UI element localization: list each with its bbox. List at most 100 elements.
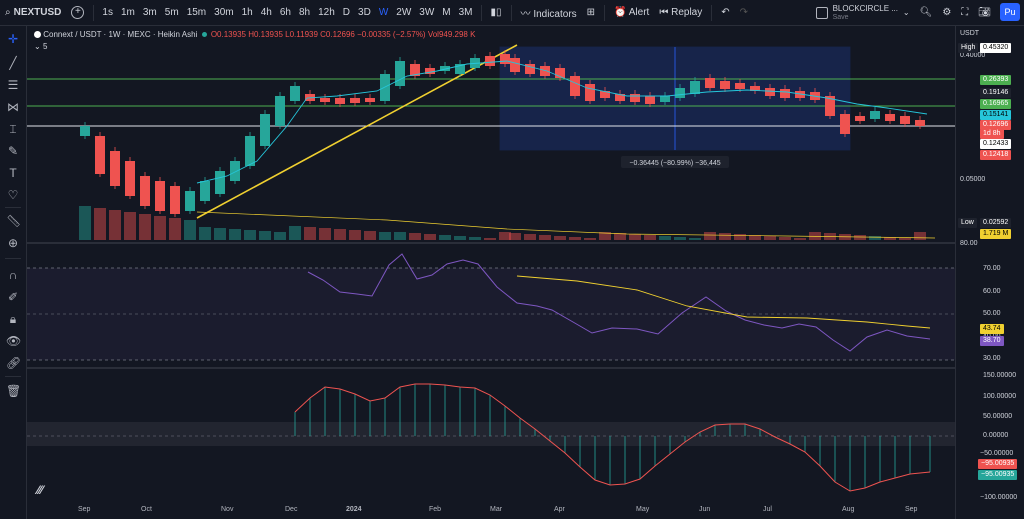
candle (365, 98, 375, 102)
candle (645, 96, 655, 104)
legend-high: H0.13935 (248, 30, 283, 39)
compare-button[interactable]: + (66, 6, 89, 19)
time-tick: 2024 (346, 506, 362, 513)
alert-button[interactable]: ⏰ Alert (614, 7, 650, 18)
interval-d[interactable]: D (342, 7, 351, 18)
interval-30m[interactable]: 30m (214, 7, 234, 18)
symbol-icon (34, 31, 41, 39)
volume-bar (169, 218, 181, 240)
trash-icon[interactable]: 🗑︎ (6, 384, 22, 398)
interval-15m[interactable]: 15m (186, 7, 207, 18)
eye-icon[interactable]: 👁︎ (6, 334, 22, 348)
symbol-search[interactable]: ⌕ NEXTUSD (5, 7, 62, 18)
zoom-in-icon[interactable]: ⊕ (7, 236, 19, 250)
interval-w[interactable]: W (378, 7, 389, 18)
legend-title[interactable]: Connext / USDT · 1W · MEXC · Heikin Ashi (43, 30, 198, 39)
volume-bar (379, 232, 391, 240)
trendline-tool-icon[interactable]: ╱ (9, 56, 17, 70)
brush-tool-icon[interactable]: ✎ (7, 144, 19, 158)
price-label: 0.16965 (980, 99, 1012, 109)
volume-bar (454, 236, 466, 240)
volume-bar (409, 233, 421, 240)
chart-type-button[interactable]: ▮▯ (486, 7, 507, 18)
rsi-value: 38.70 (980, 336, 1004, 346)
candle (825, 96, 835, 116)
publish-button[interactable]: Pu (1000, 3, 1020, 21)
indicators-button[interactable]: 〰 Indicators (520, 9, 577, 20)
volume-bar (719, 233, 731, 240)
undo-icon: ↶ (721, 7, 730, 18)
fullscreen-button[interactable]: ⛶ (956, 7, 973, 18)
interval-3m[interactable]: 3m (142, 7, 157, 18)
top-toolbar: ⌕ NEXTUSD + 1s 1m 3m 5m 15m 30m 1h 4h 6h 8h 12h D 3D… (0, 0, 1024, 26)
grid-icon: ⊞ (586, 7, 596, 18)
tradingview-logo: ⁄⁄⁄ (34, 483, 46, 497)
layout-switcher[interactable]: BLOCKCIRCLE ... Save ⌄ (811, 4, 915, 22)
pattern-tool-icon[interactable]: ⋈ (7, 100, 19, 114)
settings-button[interactable]: ⚙ (937, 7, 956, 18)
candle (660, 96, 670, 102)
volume-bar (569, 237, 581, 240)
ruler-icon[interactable]: 📏︎ (6, 214, 22, 228)
volume-bar (584, 238, 596, 240)
volume-bar (274, 232, 286, 240)
time-tick: Jul (763, 506, 772, 513)
interval-12h[interactable]: 12h (318, 7, 335, 18)
interval-3d[interactable]: 3D (358, 7, 371, 18)
redo-button[interactable]: ↷ (735, 7, 753, 18)
crosshair-icon[interactable]: ✛ (7, 32, 19, 46)
volume-bar (884, 237, 896, 240)
moving-average-line (196, 60, 928, 184)
interval-1m[interactable]: 1m (120, 7, 135, 18)
lock-icon[interactable]: 🔒︎ (9, 312, 17, 326)
undo-button[interactable]: ↶ (716, 7, 734, 18)
heart-icon[interactable]: ♡ (7, 188, 19, 202)
interval-2w[interactable]: 2W (396, 7, 412, 18)
candle (780, 89, 790, 98)
templates-button[interactable]: ⊞ (582, 7, 600, 18)
interval-1s[interactable]: 1s (102, 7, 113, 18)
chart-canvas[interactable]: −0.36445 (−80.99%) −36,445 ⁄⁄⁄ (27, 26, 955, 519)
candle (155, 181, 165, 211)
time-tick: Nov (221, 506, 234, 513)
volume-bar (644, 235, 656, 240)
candle (675, 88, 685, 98)
volume-bar (229, 229, 241, 240)
candle (455, 64, 465, 74)
chevron-down-icon: ⌄ (902, 8, 910, 17)
replay-button[interactable]: ⏮ Replay (659, 7, 703, 18)
legend-collapse[interactable]: ⌄ 5 (34, 42, 48, 51)
trendline[interactable] (196, 44, 518, 219)
text-tool-icon[interactable]: T (9, 166, 17, 180)
fib-tool-icon[interactable]: ☰ (7, 78, 19, 92)
price-scale[interactable]: USDT 0.40000 0.05000 80.00 (955, 26, 1024, 519)
volume-bars (79, 206, 926, 240)
interval-1h[interactable]: 1h (241, 7, 253, 18)
time-tick: Jun (699, 506, 711, 513)
price-label: 0.12418 (980, 150, 1012, 160)
interval-m[interactable]: M (442, 7, 451, 18)
interval-3m[interactable]: 3M (458, 7, 473, 18)
interval-8h[interactable]: 8h (298, 7, 311, 18)
quick-search-button[interactable]: 🔍︎ (915, 7, 938, 18)
volume-bar (659, 236, 671, 240)
volume-bar (394, 232, 406, 240)
interval-6h[interactable]: 6h (279, 7, 291, 18)
link-icon[interactable]: 🔗︎ (6, 356, 22, 370)
projection-tool-icon[interactable]: ⌶ (9, 122, 17, 136)
fullscreen-icon: ⛶ (961, 7, 969, 18)
snapshot-button[interactable]: 📷︎ (973, 7, 996, 18)
candle (260, 114, 270, 146)
interval-5m[interactable]: 5m (164, 7, 179, 18)
magnet-icon[interactable]: ∩ (8, 268, 18, 282)
candle (215, 171, 225, 194)
price-label: 0.15141 (980, 110, 1012, 120)
interval-3w[interactable]: 3W (419, 7, 435, 18)
stay-drawing-icon[interactable]: ✐ (7, 290, 19, 304)
interval-4h[interactable]: 4h (260, 7, 272, 18)
volume-bar (79, 206, 91, 240)
currency-label[interactable]: USDT (960, 30, 980, 37)
save-link[interactable]: Save (832, 13, 849, 21)
candle (585, 84, 595, 101)
macd-tick: 50.00000 (983, 413, 1013, 420)
